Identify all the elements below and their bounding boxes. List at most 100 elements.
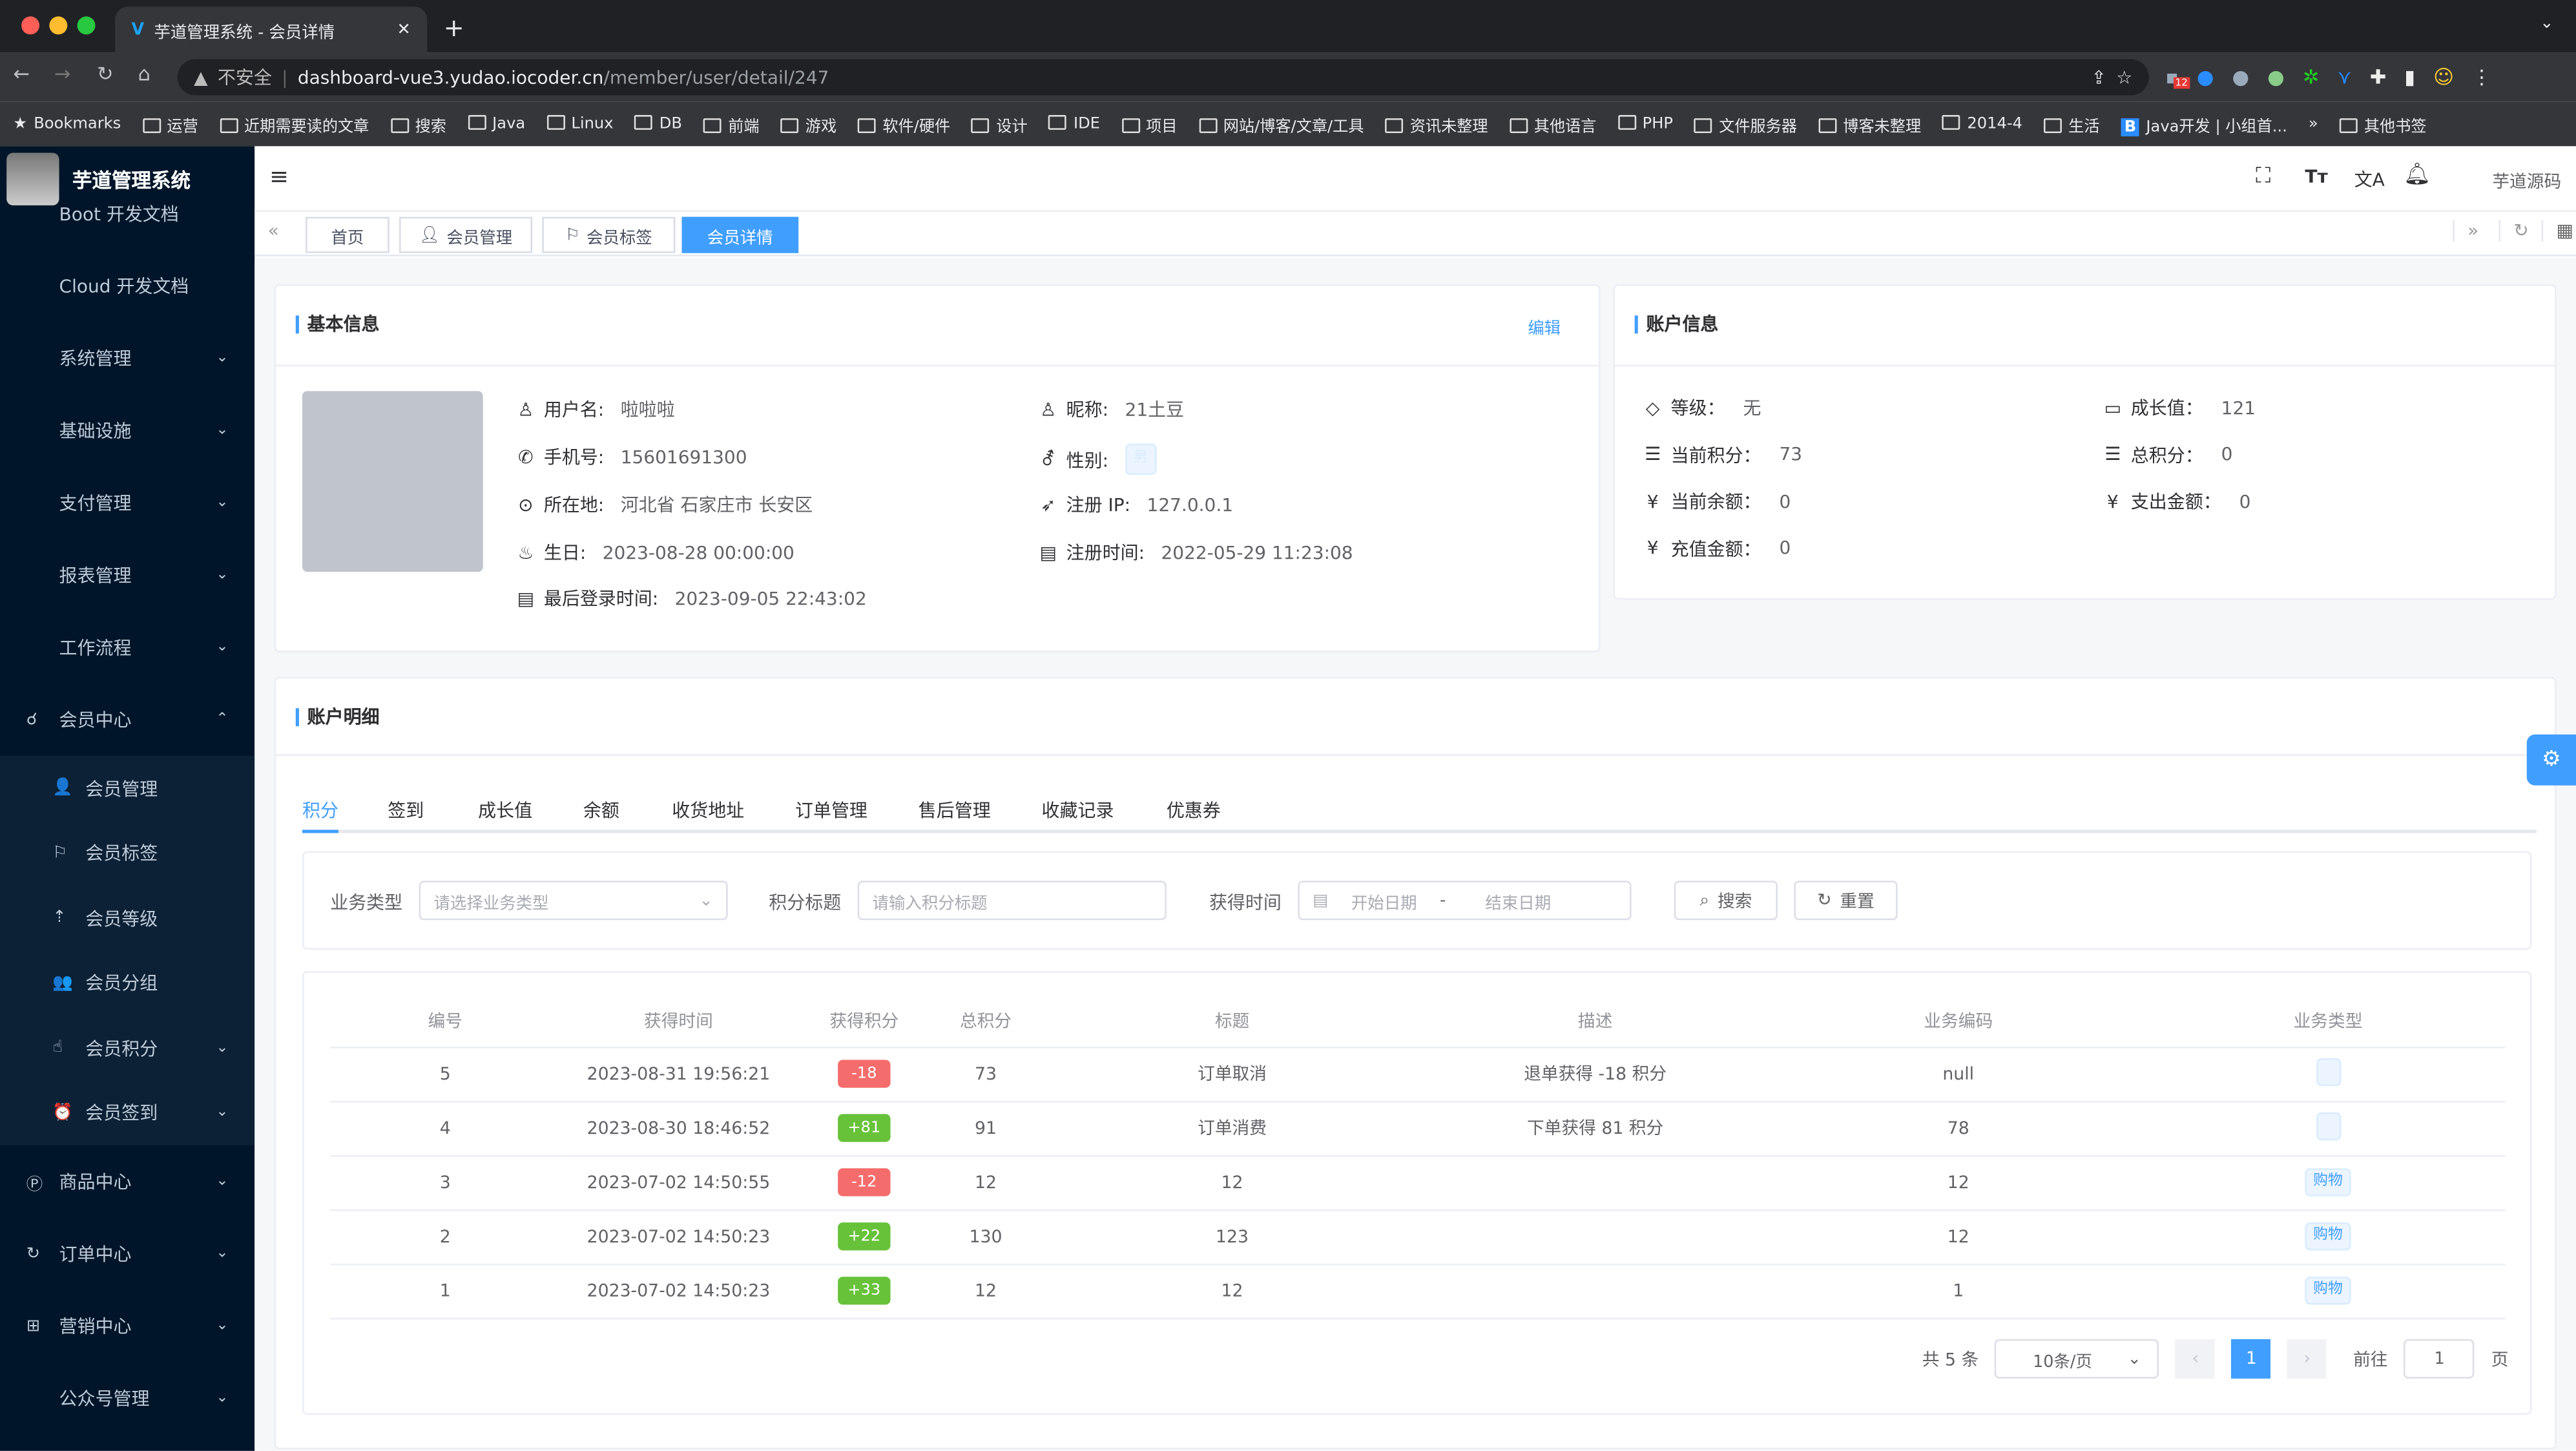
- address-bar[interactable]: ▲ 不安全 | dashboard-vue3.yudao.iocoder.cn/…: [177, 59, 2149, 96]
- sidebar-item[interactable]: 工作流程 ⌄: [59, 637, 229, 659]
- bookmark-item[interactable]: 项目: [1121, 112, 1178, 136]
- bookmark-item[interactable]: 资讯未整理: [1385, 112, 1488, 136]
- tab-4[interactable]: 收货地址: [672, 800, 745, 822]
- extension-icon[interactable]: ●: [2267, 65, 2285, 89]
- sidebar-item[interactable]: 公众号管理 ⌄: [59, 1388, 229, 1410]
- share-icon[interactable]: ⇪: [2091, 67, 2106, 89]
- tab-7[interactable]: 收藏记录: [1041, 800, 1114, 822]
- bookmark-item[interactable]: DB: [634, 115, 682, 133]
- forward-icon[interactable]: →: [54, 62, 71, 86]
- profile-avatar[interactable]: ☺: [2433, 65, 2454, 89]
- biz-type-select[interactable]: 请选择业务类型 ⌄: [419, 881, 728, 921]
- sidebar-item[interactable]: 👥 会员分组: [52, 973, 158, 995]
- page-1-button[interactable]: 1: [2231, 1339, 2271, 1379]
- extension-icon[interactable]: ✲: [2302, 65, 2320, 89]
- extension-icon[interactable]: ⋎: [2337, 65, 2352, 89]
- next-page-button[interactable]: ›: [2287, 1339, 2327, 1379]
- sidebar-item[interactable]: 基础设施 ⌄: [59, 421, 229, 443]
- sidebar-item[interactable]: ⏰ 会员签到 ⌄: [52, 1103, 229, 1125]
- bookmark-item[interactable]: 其他语言: [1509, 112, 1596, 136]
- sidebar-item[interactable]: Ⓟ 商品中心 ⌄: [0, 1145, 254, 1218]
- bookmark-item[interactable]: 生活: [2044, 112, 2100, 136]
- prev-page-button[interactable]: ‹: [2176, 1339, 2216, 1379]
- close-window-button[interactable]: [21, 16, 40, 35]
- bookmark-item[interactable]: 前端: [703, 112, 760, 136]
- scroll-right-icon[interactable]: »: [2453, 220, 2478, 242]
- sidebar-item[interactable]: 支付管理 ⌄: [59, 493, 229, 515]
- fullscreen-icon[interactable]: ⛶: [2256, 164, 2271, 189]
- sidebar-item[interactable]: ↻ 订单中心 ⌄: [26, 1244, 229, 1266]
- hamburger-icon[interactable]: ≡: [269, 164, 289, 191]
- extension-balloon-icon[interactable]: ●: [2196, 65, 2214, 89]
- back-icon[interactable]: ←: [13, 62, 30, 86]
- bookmark-star-icon[interactable]: ☆: [2116, 67, 2133, 89]
- tab-8[interactable]: 优惠券: [1166, 800, 1221, 822]
- bell-icon[interactable]: 🔔︎: [2403, 162, 2431, 187]
- font-size-icon[interactable]: Tт: [2305, 165, 2328, 187]
- bookmark-item[interactable]: Linux: [546, 115, 614, 133]
- extension-icon[interactable]: ▪ 12: [2165, 66, 2190, 89]
- sidepanel-icon[interactable]: ▮: [2404, 65, 2416, 89]
- bookmark-item[interactable]: 博客未整理: [1818, 112, 1921, 136]
- sidebar-item[interactable]: ⚐ 会员标签: [52, 843, 158, 865]
- sidebar-item[interactable]: 👤 会员管理: [52, 778, 158, 800]
- grid-menu-icon[interactable]: ▦: [2541, 220, 2573, 242]
- reload-icon[interactable]: ↻: [97, 62, 114, 86]
- refresh-icon[interactable]: ↻: [2498, 220, 2529, 242]
- sidebar-item[interactable]: ⊞ 营销中心 ⌄: [26, 1316, 229, 1338]
- scroll-left-icon[interactable]: «: [267, 220, 279, 242]
- bookmark-item[interactable]: 设计: [971, 112, 1028, 136]
- tab-5[interactable]: 订单管理: [795, 800, 867, 822]
- bookmark-item[interactable]: 网站/博客/文章/工具: [1198, 112, 1364, 136]
- bookmark-item[interactable]: 游戏: [780, 112, 836, 136]
- bookmark-item[interactable]: »: [2308, 115, 2318, 134]
- tag-member-user[interactable]: 👤︎ 会员管理: [399, 216, 533, 253]
- bookmark-item[interactable]: B Java开发 | 小组首...: [2121, 112, 2287, 136]
- tag-home[interactable]: 首页: [306, 216, 390, 253]
- page-size-select[interactable]: 10条/页 ⌄: [1995, 1339, 2159, 1379]
- reset-button[interactable]: ↻ 重置: [1794, 881, 1898, 921]
- tag-member-tag[interactable]: ⚐ 会员标签: [542, 216, 676, 253]
- tab-3[interactable]: 余额: [583, 800, 619, 822]
- bookmark-item[interactable]: PHP: [1617, 115, 1673, 133]
- translate-icon[interactable]: 文A: [2354, 169, 2385, 191]
- source-link[interactable]: 芋道源码: [2492, 172, 2562, 193]
- home-icon[interactable]: ⌂: [138, 62, 151, 86]
- menu-icon[interactable]: ⋮: [2471, 65, 2492, 89]
- bookmark-item[interactable]: 软件/硬件: [858, 112, 950, 136]
- bookmark-item[interactable]: Java: [467, 115, 525, 133]
- bookmark-item[interactable]: 运营: [142, 112, 198, 136]
- sidebar-item[interactable]: 报表管理 ⌄: [59, 565, 229, 587]
- extension-icon[interactable]: ●: [2232, 65, 2250, 89]
- bookmark-item[interactable]: 2014-4: [1942, 115, 2022, 133]
- date-range-picker[interactable]: ▤ 开始日期 - 结束日期: [1298, 881, 1632, 921]
- minimize-window-button[interactable]: [49, 16, 68, 35]
- bookmark-item[interactable]: 文件服务器: [1694, 112, 1797, 136]
- bookmark-item[interactable]: IDE: [1048, 115, 1100, 133]
- bookmark-item[interactable]: ★ Bookmarks: [13, 115, 121, 134]
- puzzle-icon[interactable]: ✚: [2369, 65, 2387, 89]
- bookmark-item[interactable]: 其他书签: [2339, 112, 2427, 136]
- goto-page-input[interactable]: 1: [2404, 1339, 2475, 1379]
- tab-1[interactable]: 签到: [388, 800, 424, 822]
- browser-tab[interactable]: V 芋道管理系统 - 会员详情 ✕: [115, 6, 428, 53]
- maximize-window-button[interactable]: [77, 16, 96, 35]
- tab-6[interactable]: 售后管理: [918, 800, 991, 822]
- tab-search-icon[interactable]: ⌄: [2540, 14, 2554, 33]
- tab-0[interactable]: 积分: [302, 797, 338, 833]
- sidebar-item[interactable]: Boot 开发文档: [59, 204, 179, 225]
- settings-button[interactable]: ⚙: [2526, 734, 2576, 786]
- sidebar-item[interactable]: ☌ 会员中心 ⌃: [26, 709, 229, 731]
- search-button[interactable]: ⌕ 搜索: [1674, 881, 1778, 921]
- sidebar-item[interactable]: ⇡ 会员等级: [52, 908, 158, 930]
- edit-button[interactable]: 编辑: [1528, 320, 1561, 339]
- close-tab-icon[interactable]: ✕: [397, 20, 411, 39]
- point-title-input[interactable]: 请输入积分标题: [857, 881, 1167, 921]
- new-tab-button[interactable]: +: [443, 13, 464, 43]
- sidebar-item[interactable]: ☝ 会员积分 ⌄: [52, 1038, 229, 1060]
- tag-member-detail[interactable]: 会员详情: [681, 216, 799, 253]
- sidebar-item[interactable]: 系统管理 ⌄: [59, 348, 229, 370]
- bookmark-item[interactable]: 近期需要读的文章: [219, 112, 369, 136]
- bookmark-item[interactable]: 搜索: [390, 112, 446, 136]
- sidebar-item[interactable]: Cloud 开发文档: [59, 276, 189, 298]
